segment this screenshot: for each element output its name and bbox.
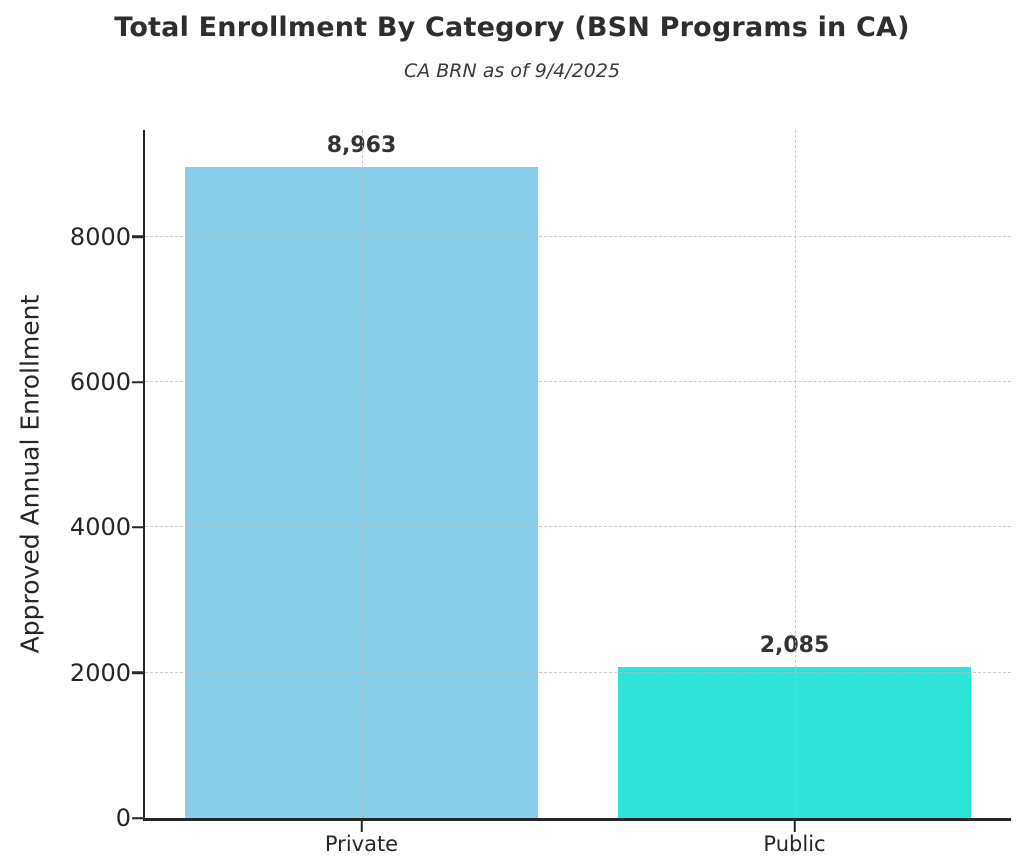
y-tick-mark [132, 816, 143, 820]
chart-title: Total Enrollment By Category (BSN Progra… [114, 12, 910, 43]
y-tick-label: 2000 [69, 658, 131, 687]
bar-value-label: 2,085 [759, 632, 830, 658]
y-tick-mark [132, 235, 143, 239]
y-tick-label: 8000 [69, 222, 131, 251]
y-tick-label: 6000 [69, 368, 131, 397]
y-tick-mark [132, 526, 143, 529]
bar-private [185, 166, 538, 818]
chart-subtitle: CA BRN as of 9/4/2025 [403, 60, 621, 82]
y-tick-label: 0 [115, 804, 131, 832]
y-tick-mark [132, 380, 143, 384]
y-axis-label: Approved Annual Enrollment [15, 294, 45, 654]
x-tick-label: Private [324, 832, 399, 856]
y-tick-mark [132, 671, 143, 674]
x-tick-mark [793, 821, 796, 832]
bar-value-label: 8,963 [326, 132, 397, 158]
x-tick-label: Public [763, 832, 826, 856]
y-tick-label: 4000 [69, 513, 131, 542]
plot-area: 8,963 Private 2,085 Public 0 2000 4000 6000 8000 [70, 130, 1011, 856]
x-tick-mark [360, 821, 363, 832]
bar-public [618, 666, 971, 818]
